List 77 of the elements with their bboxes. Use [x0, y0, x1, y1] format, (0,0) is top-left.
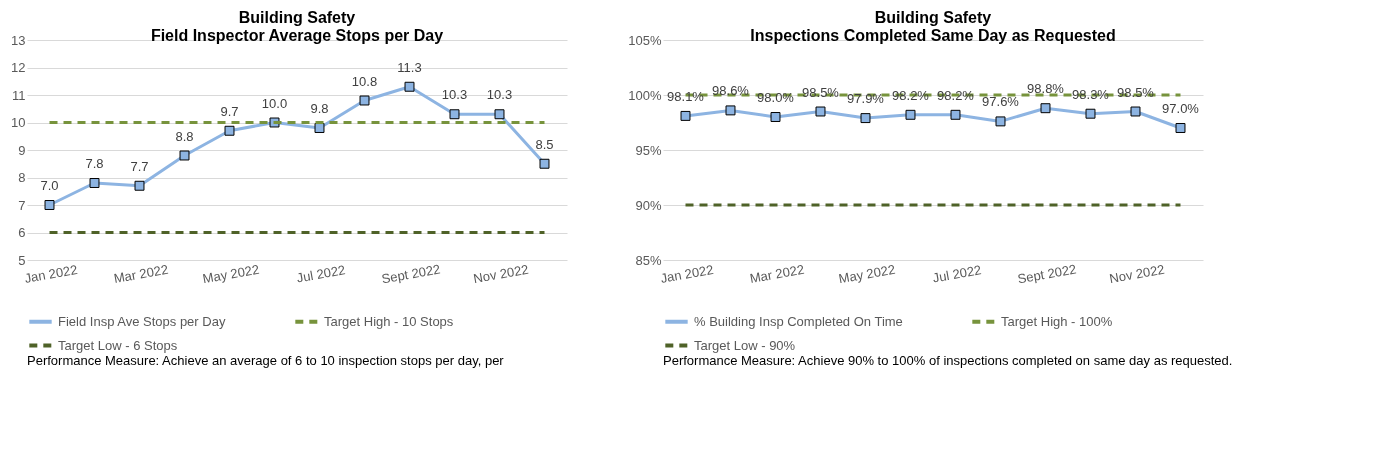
data-label: 8.5	[535, 136, 554, 152]
point	[1040, 103, 1051, 114]
data-label: 7.7	[130, 158, 149, 174]
point	[359, 95, 370, 106]
x-tick-label: May 2022	[837, 261, 897, 287]
data-label: 7.8	[85, 156, 104, 171]
point	[134, 180, 145, 191]
y-tick-label: 95%	[635, 142, 662, 158]
legend-label: Field Insp Ave Stops per Day	[58, 313, 226, 329]
point	[89, 178, 100, 188]
point	[44, 200, 55, 210]
point	[950, 109, 961, 120]
x-tick-label: Jul 2022	[295, 262, 347, 286]
y-tick-label: 9	[18, 142, 26, 158]
point	[680, 110, 691, 121]
y-tick-label: 13	[11, 32, 26, 48]
data-label: 98.1%	[667, 88, 705, 104]
point	[539, 158, 550, 169]
point	[860, 113, 871, 124]
point	[494, 109, 505, 120]
chart-title: Building Safety Inspections Completed Same Day as Requested	[750, 9, 1116, 44]
y-tick-label: 6	[18, 225, 26, 240]
y-tick-label: 105%	[628, 32, 662, 48]
legend-label: % Building Insp Completed On Time	[694, 313, 903, 329]
point	[404, 81, 415, 92]
point	[995, 116, 1006, 127]
point	[725, 105, 736, 116]
chart-title: Building Safety Field Inspector Average Stops per Day	[150, 9, 444, 44]
data-label: 8.8	[175, 128, 194, 144]
x-tick-label: Jul 2022	[931, 262, 983, 286]
point	[1175, 123, 1186, 133]
legend-label: Target High - 100%	[1001, 313, 1113, 329]
data-label: 10.0	[261, 95, 288, 111]
point	[905, 109, 916, 120]
data-label: 97.6%	[982, 94, 1020, 110]
x-tick-label: Sept 2022	[1016, 261, 1078, 287]
point	[449, 109, 460, 120]
x-tick-label: Nov 2022	[472, 261, 530, 287]
point	[1130, 106, 1141, 117]
point	[770, 112, 781, 122]
text: Performance Measure: Achieve 90% to 100% of inspections completed on same day as requested.	[663, 353, 1233, 368]
x-tick-label: Mar 2022	[748, 261, 806, 287]
data-label: 98.3%	[1072, 86, 1110, 102]
text: Performance Measure: Achieve an average of 6 to 10 inspection stops per day, per	[27, 353, 505, 368]
point	[1085, 108, 1096, 119]
y-tick-label: 7	[18, 197, 26, 213]
point	[314, 123, 325, 133]
y-tick-label: 11	[12, 87, 26, 103]
y-tick-label: 8	[18, 170, 26, 185]
point	[179, 150, 190, 161]
y-tick-label: 5	[18, 252, 26, 268]
data-label: 10.3	[441, 87, 468, 103]
data-label: 10.8	[351, 73, 378, 89]
legend-label: Target Low - 6 Stops	[58, 337, 178, 353]
data-label: 98.6%	[712, 83, 750, 99]
y-tick-label: 12	[11, 60, 26, 75]
y-tick-label: 100%	[628, 87, 662, 103]
legend-label: Target High - 10 Stops	[324, 313, 454, 329]
point	[815, 106, 826, 117]
data-label: 97.9%	[847, 91, 885, 107]
data-label: 7.0	[40, 178, 59, 193]
data-label: 98.5%	[802, 84, 840, 100]
x-tick-label: Mar 2022	[112, 261, 170, 287]
data-label: 9.7	[220, 103, 239, 119]
y-tick-label: 90%	[635, 197, 662, 213]
y-tick-label: 10	[11, 115, 26, 130]
legend-label: Target Low - 90%	[694, 337, 796, 353]
data-label: 98.8%	[1027, 81, 1065, 97]
data-label: 11.3	[397, 59, 422, 75]
y-tick-label: 85%	[635, 252, 662, 268]
x-tick-label: May 2022	[201, 261, 261, 287]
data-label: 9.8	[310, 101, 329, 116]
data-label: 97.0%	[1162, 101, 1200, 116]
data-label: 10.3	[486, 87, 513, 103]
point	[224, 125, 235, 136]
x-tick-label: Nov 2022	[1108, 261, 1166, 287]
x-tick-label: Sept 2022	[380, 261, 442, 287]
